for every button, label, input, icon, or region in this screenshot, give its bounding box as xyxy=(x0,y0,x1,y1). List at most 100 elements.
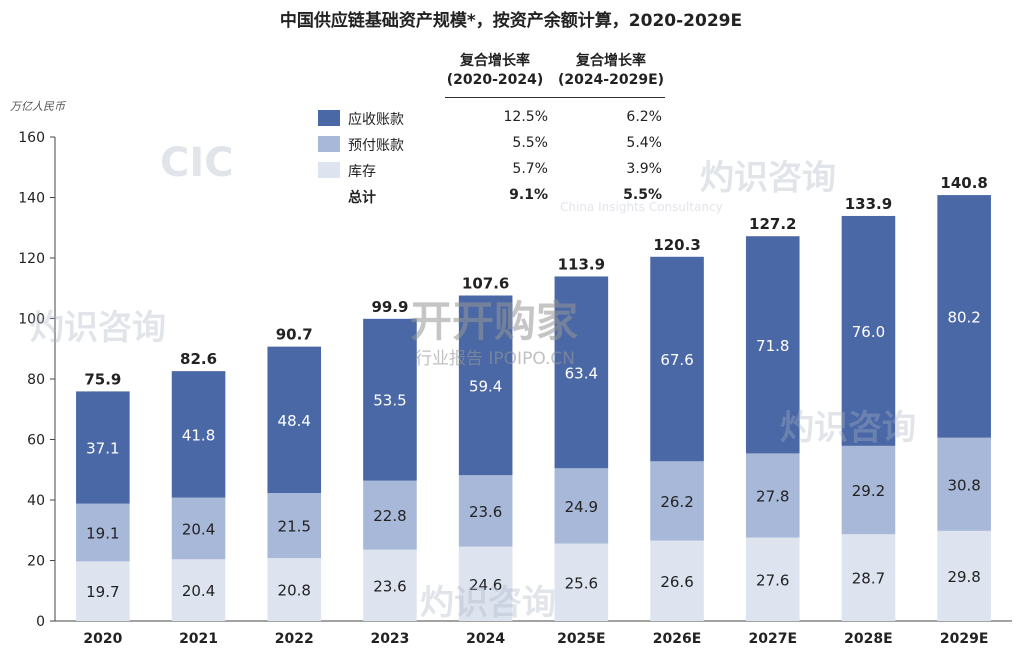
bar-value-label-inventory: 20.4 xyxy=(182,582,215,600)
bar-total-label: 133.9 xyxy=(845,195,892,213)
x-tick-label: 2024 xyxy=(466,631,505,647)
legend-label-total: 总计 xyxy=(348,190,376,206)
legend-cagr-header-2-line1: 复合增长率 xyxy=(576,53,646,69)
legend-cagr2-total: 5.5% xyxy=(623,187,662,203)
bar-total-label: 99.9 xyxy=(371,298,408,316)
bar-value-label-inventory: 19.7 xyxy=(86,583,119,601)
bar-segment-prepayments xyxy=(76,503,130,562)
bar-value-label-prepayments: 29.2 xyxy=(852,482,885,500)
bar-value-label-receivables: 80.2 xyxy=(947,308,980,326)
bar-value-label-inventory: 24.6 xyxy=(469,576,502,594)
bar-segment-receivables xyxy=(554,276,609,469)
bar-segment-inventory xyxy=(554,543,609,621)
y-tick-label: 0 xyxy=(36,614,45,630)
legend-cagr2-inventory: 3.9% xyxy=(626,161,662,177)
bar-value-label-receivables: 67.6 xyxy=(660,351,693,369)
bar-value-label-prepayments: 30.8 xyxy=(947,476,980,494)
legend-row-prepayments: 预付账款 5.5% 5.4% xyxy=(318,134,678,156)
legend-label-inventory: 库存 xyxy=(348,164,376,180)
bar-segment-inventory xyxy=(650,540,704,621)
legend-swatch-prepayments xyxy=(318,136,340,152)
bar-segment-inventory xyxy=(76,561,130,621)
bar-value-label-prepayments: 20.4 xyxy=(182,520,215,538)
bar-value-label-prepayments: 27.8 xyxy=(756,487,789,505)
y-tick-label: 160 xyxy=(18,130,45,146)
bar-segment-prepayments xyxy=(650,461,704,541)
bar-value-label-inventory: 23.6 xyxy=(373,577,406,595)
bar-segment-inventory xyxy=(841,534,896,621)
bar-value-label-receivables: 71.8 xyxy=(756,337,789,355)
bar-segment-inventory xyxy=(745,537,800,621)
bar-segment-receivables xyxy=(841,215,896,446)
bar-segment-inventory xyxy=(458,546,513,621)
bar-value-label-inventory: 25.6 xyxy=(565,574,598,592)
bar-total-label: 120.3 xyxy=(653,236,700,254)
x-tick-label: 2020 xyxy=(83,631,122,647)
y-tick-label: 40 xyxy=(27,493,45,509)
bar-segment-prepayments xyxy=(937,437,991,531)
bar-segment-receivables xyxy=(745,236,800,454)
legend-cagr1-prepayments: 5.5% xyxy=(512,135,548,151)
bar-value-label-inventory: 27.6 xyxy=(756,571,789,589)
bar-segment-inventory xyxy=(937,530,991,621)
bar-total-label: 90.7 xyxy=(276,326,313,344)
x-tick-label: 2025E xyxy=(557,631,606,647)
bar-segment-prepayments xyxy=(841,445,896,535)
legend-cagr-header-1-line2: (2020-2024) xyxy=(446,72,544,88)
bar-total-label: 140.8 xyxy=(940,174,987,192)
bar-total-label: 113.9 xyxy=(558,255,605,273)
bar-value-label-receivables: 53.5 xyxy=(373,392,406,410)
x-tick-label: 2029E xyxy=(940,631,989,647)
bar-segment-prepayments xyxy=(458,475,513,547)
chart-title: 中国供应链基础资产规模*，按资产余额计算，2020-2029E xyxy=(279,11,743,31)
legend-row-inventory: 库存 5.7% 3.9% xyxy=(318,160,678,182)
bar-value-label-prepayments: 24.9 xyxy=(565,498,598,516)
legend-cagr1-receivables: 12.5% xyxy=(503,109,548,125)
bar-segment-receivables xyxy=(458,295,513,476)
y-tick-label: 120 xyxy=(18,251,45,267)
bar-value-label-receivables: 59.4 xyxy=(469,377,502,395)
bar-value-label-prepayments: 26.2 xyxy=(660,493,693,511)
bar-value-label-prepayments: 21.5 xyxy=(278,518,311,536)
bar-segment-receivables xyxy=(363,318,417,481)
x-tick-label: 2027E xyxy=(748,631,797,647)
y-tick-label: 140 xyxy=(18,191,45,207)
legend-cagr-header-2: 复合增长率 (2024-2029E) xyxy=(553,52,669,90)
bar-segment-receivables xyxy=(76,391,130,504)
bar-value-label-inventory: 29.8 xyxy=(947,568,980,586)
bar-segment-prepayments xyxy=(554,468,609,544)
legend-cagr-header-2-line2: (2024-2029E) xyxy=(557,72,665,88)
bar-total-label: 75.9 xyxy=(84,370,121,388)
y-axis-unit: 万亿人民币 xyxy=(10,100,65,113)
bar-total-label: 107.6 xyxy=(462,275,509,293)
legend-label-prepayments: 预付账款 xyxy=(348,138,404,154)
bar-segment-receivables xyxy=(650,256,704,462)
bar-value-label-inventory: 28.7 xyxy=(852,570,885,588)
bar-segment-receivables xyxy=(171,371,226,498)
x-tick-label: 2021 xyxy=(179,631,218,647)
x-tick-label: 2022 xyxy=(275,631,314,647)
y-tick-label: 20 xyxy=(27,554,45,570)
legend-cagr-header-1-line1: 复合增长率 xyxy=(460,53,530,69)
bar-value-label-receivables: 63.4 xyxy=(565,364,598,382)
legend-label-receivables: 应收账款 xyxy=(348,112,404,128)
y-tick-label: 60 xyxy=(27,433,45,449)
legend-header-divider xyxy=(445,97,665,98)
bar-segment-inventory xyxy=(363,549,417,621)
bar-segment-prepayments xyxy=(171,497,226,560)
legend-swatch-inventory xyxy=(318,162,340,178)
legend-cagr-header-1: 复合增长率 (2020-2024) xyxy=(440,52,550,90)
bar-segment-prepayments xyxy=(363,480,417,550)
bar-value-label-prepayments: 22.8 xyxy=(373,507,406,525)
bar-value-label-receivables: 48.4 xyxy=(278,412,311,430)
bar-total-label: 82.6 xyxy=(180,350,217,368)
bar-value-label-receivables: 37.1 xyxy=(86,440,119,458)
legend-cagr2-receivables: 6.2% xyxy=(626,109,662,125)
bar-value-label-receivables: 76.0 xyxy=(852,323,885,341)
y-tick-label: 100 xyxy=(18,312,45,328)
x-tick-label: 2026E xyxy=(653,631,702,647)
bar-segment-prepayments xyxy=(745,453,800,538)
bar-total-label: 127.2 xyxy=(749,215,796,233)
bar-value-label-inventory: 26.6 xyxy=(660,573,693,591)
x-tick-label: 2023 xyxy=(370,631,409,647)
